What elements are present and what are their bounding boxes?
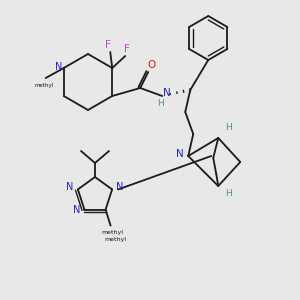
Text: methyl: methyl <box>34 82 53 88</box>
Text: methyl: methyl <box>105 237 127 242</box>
Text: F: F <box>124 44 130 54</box>
Text: methyl: methyl <box>102 230 124 235</box>
Text: H: H <box>225 124 232 133</box>
Text: H: H <box>157 100 164 109</box>
Text: N: N <box>73 205 80 214</box>
Text: N: N <box>164 88 171 98</box>
Text: N: N <box>66 182 74 192</box>
Text: F: F <box>105 40 111 50</box>
Text: H: H <box>225 190 232 199</box>
Text: N: N <box>176 149 184 159</box>
Text: N: N <box>116 182 124 192</box>
Text: N: N <box>55 62 62 72</box>
Text: O: O <box>147 60 155 70</box>
